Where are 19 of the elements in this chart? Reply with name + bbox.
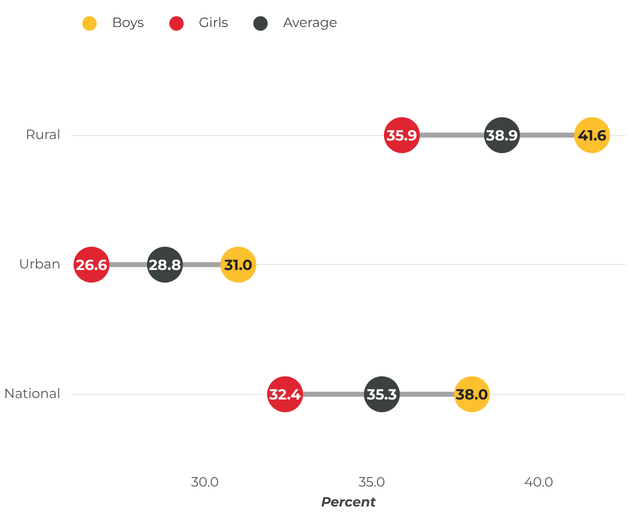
x-axis-title: Percent <box>321 494 376 510</box>
legend-label: Boys <box>112 15 144 31</box>
data-label: 31.0 <box>223 256 252 274</box>
x-tick-label: 35.0 <box>358 474 386 490</box>
y-tick-label: Rural <box>26 127 61 144</box>
x-tick-label: 40.0 <box>524 474 554 490</box>
data-label: 35.9 <box>386 126 418 145</box>
data-label: 35.3 <box>366 386 398 404</box>
data-label: 38.9 <box>485 126 518 145</box>
data-label: 38.0 <box>454 386 488 404</box>
data-label: 26.6 <box>76 256 108 274</box>
y-tick-label: Urban <box>18 256 61 273</box>
data-label: 41.6 <box>578 126 608 145</box>
y-tick-label: National <box>4 386 61 402</box>
data-label: 28.8 <box>148 256 182 274</box>
legend-label: Girls <box>198 15 228 31</box>
data-label: 32.4 <box>268 386 301 404</box>
x-tick-label: 30.0 <box>191 474 220 490</box>
legend-label: Average <box>283 15 338 31</box>
